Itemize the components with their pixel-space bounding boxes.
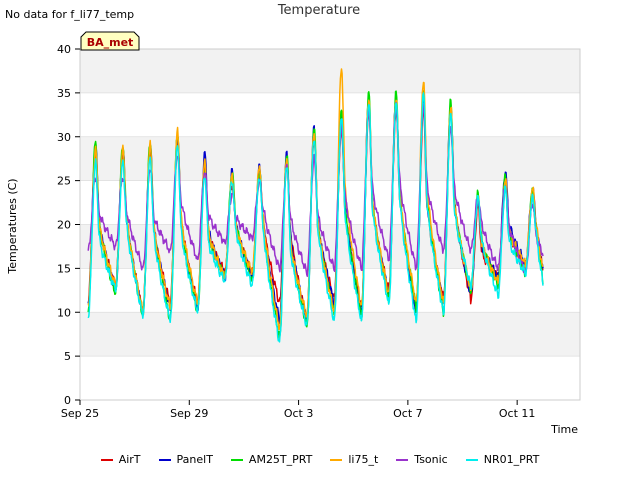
y-tick-label: 40 <box>57 43 71 56</box>
station-badge: BA_met <box>80 31 140 51</box>
y-axis-label: Temperatures (C) <box>6 178 19 274</box>
plot-band <box>80 312 580 357</box>
legend-swatch <box>465 458 478 461</box>
y-tick-label: 10 <box>57 306 71 319</box>
y-tick-label: 15 <box>57 262 71 275</box>
legend-swatch <box>100 458 113 461</box>
y-tick-label: 30 <box>57 131 71 144</box>
y-axis-ticks: 0 5 10 15 20 25 30 35 40 <box>57 43 80 407</box>
chart-title: Temperature <box>277 3 360 18</box>
legend-item: AirT <box>100 453 141 466</box>
y-tick-label: 25 <box>57 175 71 188</box>
legend: AirT PanelT AM25T_PRT li75_t Tsonic NR01_PRT <box>0 453 640 466</box>
legend-swatch <box>330 458 343 461</box>
series-line-nr01_prt <box>87 92 544 343</box>
legend-item: li75_t <box>330 453 378 466</box>
x-axis-label: Time <box>550 423 578 436</box>
plot-band <box>80 92 580 137</box>
y-tick-label: 35 <box>57 87 71 100</box>
legend-item: NR01_PRT <box>465 453 540 466</box>
legend-label: li75_t <box>348 453 379 466</box>
x-tick-label: Sep 29 <box>170 407 208 420</box>
legend-label: AM25T_PRT <box>248 453 313 466</box>
x-tick-label: Sep 25 <box>61 407 99 420</box>
y-tick-label: 20 <box>57 219 71 232</box>
legend-swatch <box>230 458 243 461</box>
plot-band <box>80 180 580 225</box>
x-axis-ticks: Sep 25 Sep 29 Oct 3 Oct 7 Oct 11 <box>61 400 536 420</box>
y-tick-label: 0 <box>64 394 71 407</box>
legend-label: AirT <box>118 453 141 466</box>
badge-box <box>80 31 140 51</box>
legend-item: Tsonic <box>396 453 448 466</box>
legend-label: PanelT <box>176 453 213 466</box>
x-tick-label: Oct 3 <box>284 407 314 420</box>
plot-band <box>80 136 580 181</box>
badge-label: BA_met <box>87 36 134 49</box>
series-lines <box>87 68 544 343</box>
legend-item: PanelT <box>158 453 213 466</box>
legend-item: AM25T_PRT <box>230 453 313 466</box>
x-tick-label: Oct 7 <box>393 407 423 420</box>
legend-label: Tsonic <box>414 453 448 466</box>
plot-band <box>80 49 580 93</box>
legend-swatch <box>158 458 171 461</box>
x-tick-label: Oct 11 <box>499 407 536 420</box>
y-tick-label: 5 <box>64 350 71 363</box>
no-data-note: No data for f_li77_temp <box>5 8 135 21</box>
legend-label: NR01_PRT <box>483 453 540 466</box>
legend-swatch <box>396 458 409 461</box>
plot-band <box>80 356 580 400</box>
